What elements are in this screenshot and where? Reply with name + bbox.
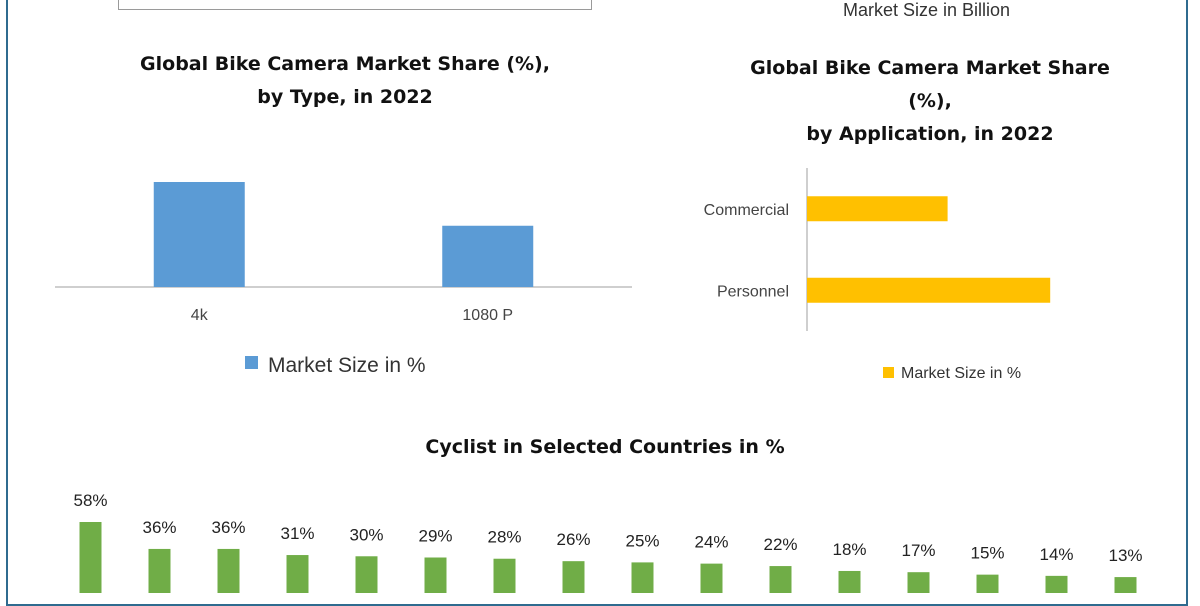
chart-application-title-line1: Global Bike Camera Market Share [750, 57, 1110, 79]
chart-type-legend-label: Market Size in % [268, 354, 426, 377]
chart-cyclist-data-label: 36% [211, 518, 245, 537]
top-legend-label: Market Size in Billion [843, 0, 1011, 20]
chart-cyclist-bar [838, 570, 861, 593]
chart-cyclist-bar [286, 555, 309, 593]
chart-application-y-tick-label: Personnel [717, 283, 789, 300]
chart-cyclist-data-label: 26% [556, 530, 590, 549]
chart-cyclist-bar [631, 562, 654, 593]
chart-application-y-tick-label: Commercial [704, 202, 789, 219]
top-chart-box [118, 0, 592, 10]
chart-application-bar [807, 277, 1051, 303]
chart-cyclist-bar [217, 548, 240, 593]
chart-cyclist-bar [148, 548, 171, 593]
chart-application-title-line2: (%), [908, 90, 952, 112]
chart-cyclist-data-label: 17% [901, 541, 935, 560]
chart-application-title-line3: by Application, in 2022 [806, 123, 1054, 145]
chart-cyclist-data-label: 15% [970, 544, 1004, 563]
chart-cyclist-data-label: 25% [625, 531, 659, 550]
chart-type-bar [442, 225, 534, 287]
chart-cyclist-data-label: 28% [487, 528, 521, 547]
chart-cyclist-data-label: 22% [763, 535, 797, 554]
chart-cyclist-bar [769, 566, 792, 593]
chart-cyclist-title: Cyclist in Selected Countries in % [425, 436, 785, 458]
chart-cyclist-data-label: 18% [832, 540, 866, 559]
chart-cyclist-data-label: 36% [142, 518, 176, 537]
chart-type-title-line1: Global Bike Camera Market Share (%), [140, 53, 550, 75]
chart-type-bar [153, 182, 245, 287]
chart-type-legend-swatch [245, 356, 258, 369]
chart-cyclist-bar [355, 556, 378, 593]
chart-cyclist-bar [907, 572, 930, 593]
chart-application-bar [807, 196, 948, 222]
chart-cyclist-data-label: 24% [694, 533, 728, 552]
chart-cyclist-bar [1114, 577, 1137, 593]
chart-type-title-line2: by Type, in 2022 [257, 86, 433, 108]
chart-type-x-tick-label: 1080 P [462, 307, 513, 324]
chart-cyclist-bar [700, 563, 723, 593]
chart-cyclist-data-label: 30% [349, 525, 383, 544]
chart-application-legend-swatch [883, 367, 894, 378]
chart-cyclist-bar [424, 557, 447, 593]
chart-type-title: Global Bike Camera Market Share (%), by … [100, 48, 590, 114]
chart-application-legend-label: Market Size in % [901, 365, 1021, 382]
chart-cyclist-data-label: 14% [1039, 545, 1073, 564]
chart-cyclist-bar [976, 574, 999, 593]
chart-type-x-tick-label: 4k [191, 307, 209, 324]
chart-cyclist-data-label: 58% [73, 491, 107, 510]
chart-cyclist-bar [493, 558, 516, 593]
chart-cyclist-data-label: 29% [418, 527, 452, 546]
chart-cyclist-bar [562, 561, 585, 593]
chart-cyclist-bar [1045, 575, 1068, 593]
chart-cyclist-data-label: 31% [280, 524, 314, 543]
chart-cyclist-data-label: 13% [1108, 546, 1142, 565]
chart-application-title: Global Bike Camera Market Share (%), by … [700, 52, 1160, 151]
chart-cyclist-bar [79, 522, 102, 593]
